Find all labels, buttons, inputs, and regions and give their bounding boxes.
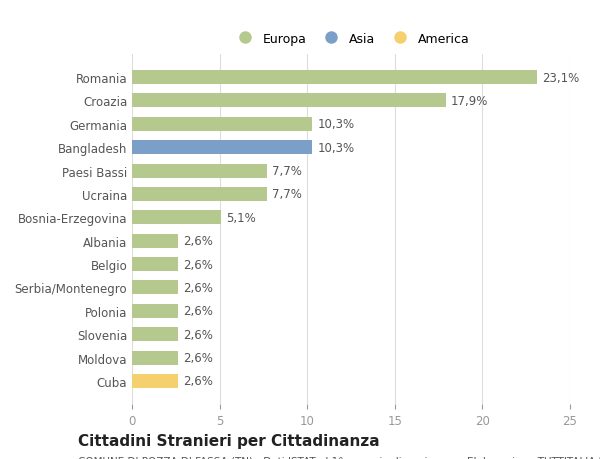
Text: 7,7%: 7,7% bbox=[272, 188, 302, 201]
Text: Cittadini Stranieri per Cittadinanza: Cittadini Stranieri per Cittadinanza bbox=[78, 433, 380, 448]
Bar bbox=[132, 71, 537, 85]
Bar bbox=[132, 374, 178, 388]
Bar bbox=[132, 257, 178, 271]
Text: 23,1%: 23,1% bbox=[542, 72, 579, 84]
Text: 7,7%: 7,7% bbox=[272, 165, 302, 178]
Text: COMUNE DI POZZA DI FASSA (TN) - Dati ISTAT al 1° gennaio di ogni anno - Elaboraz: COMUNE DI POZZA DI FASSA (TN) - Dati IST… bbox=[78, 456, 600, 459]
Bar bbox=[132, 304, 178, 318]
Bar bbox=[132, 211, 221, 225]
Text: 2,6%: 2,6% bbox=[183, 351, 212, 364]
Bar bbox=[132, 188, 267, 202]
Bar bbox=[132, 281, 178, 295]
Bar bbox=[132, 118, 313, 132]
Text: 2,6%: 2,6% bbox=[183, 235, 212, 248]
Text: 2,6%: 2,6% bbox=[183, 328, 212, 341]
Bar bbox=[132, 94, 446, 108]
Bar bbox=[132, 234, 178, 248]
Text: 2,6%: 2,6% bbox=[183, 258, 212, 271]
Bar bbox=[132, 351, 178, 365]
Text: 17,9%: 17,9% bbox=[451, 95, 488, 108]
Legend: Europa, Asia, America: Europa, Asia, America bbox=[226, 27, 476, 52]
Bar bbox=[132, 164, 267, 178]
Text: 10,3%: 10,3% bbox=[318, 118, 355, 131]
Text: 2,6%: 2,6% bbox=[183, 281, 212, 294]
Text: 5,1%: 5,1% bbox=[227, 211, 256, 224]
Text: 2,6%: 2,6% bbox=[183, 375, 212, 387]
Bar bbox=[132, 327, 178, 341]
Bar bbox=[132, 141, 313, 155]
Text: 2,6%: 2,6% bbox=[183, 305, 212, 318]
Text: 10,3%: 10,3% bbox=[318, 141, 355, 154]
